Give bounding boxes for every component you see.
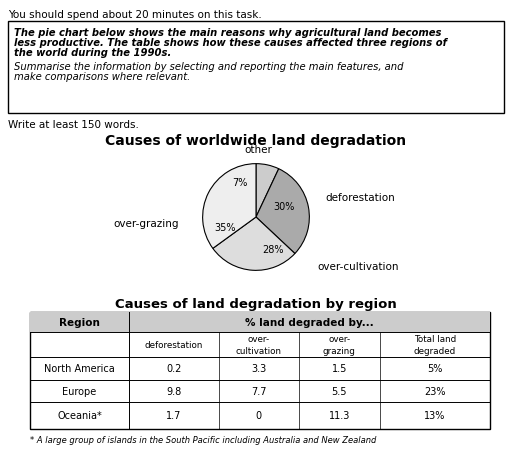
Text: You should spend about 20 minutes on this task.: You should spend about 20 minutes on thi… [8,10,262,20]
Text: over-cultivation: over-cultivation [317,262,399,271]
Text: 0: 0 [256,411,262,420]
Wedge shape [213,218,295,271]
Text: make comparisons where relevant.: make comparisons where relevant. [14,72,190,82]
Text: 5.5: 5.5 [332,386,347,396]
Text: 9.8: 9.8 [166,386,181,396]
Bar [30,313,490,332]
Text: 13%: 13% [424,411,445,420]
Text: Causes of land degradation by region: Causes of land degradation by region [115,297,397,310]
Text: over-
grazing: over- grazing [323,335,356,355]
Wedge shape [256,169,309,254]
Text: over-grazing: over-grazing [113,219,179,229]
Wedge shape [203,164,256,249]
Text: * A large group of islands in the South Pacific including Australia and New Zeal: * A large group of islands in the South … [30,435,376,444]
Text: 28%: 28% [262,244,284,255]
Text: 1.5: 1.5 [332,364,347,374]
Text: 1.7: 1.7 [166,411,181,420]
Text: % land degraded by...: % land degraded by... [245,317,374,327]
Text: less productive. The table shows how these causes affected three regions of: less productive. The table shows how the… [14,38,447,48]
Text: 7%: 7% [232,178,248,188]
Bar [8,22,504,114]
Text: Oceania*: Oceania* [57,411,102,420]
Text: 30%: 30% [273,202,294,212]
Text: 7.7: 7.7 [251,386,267,396]
Text: 11.3: 11.3 [329,411,350,420]
Text: Europe: Europe [62,386,97,396]
Text: deforestation: deforestation [144,340,203,349]
Text: Causes of worldwide land degradation: Causes of worldwide land degradation [105,134,407,148]
Text: deforestation: deforestation [325,192,395,202]
Text: the world during the 1990s.: the world during the 1990s. [14,48,171,58]
Text: other: other [245,144,272,154]
Text: North America: North America [44,364,115,374]
Text: 35%: 35% [215,222,236,232]
Text: over-
cultivation: over- cultivation [236,335,282,355]
Bar [30,313,490,429]
Text: Total land
degraded: Total land degraded [414,335,456,355]
Text: 5%: 5% [427,364,442,374]
Text: Region: Region [59,317,100,327]
Text: 23%: 23% [424,386,445,396]
Text: 0.2: 0.2 [166,364,181,374]
Wedge shape [256,164,279,218]
Text: 3.3: 3.3 [251,364,266,374]
Text: The pie chart below shows the main reasons why agricultural land becomes: The pie chart below shows the main reaso… [14,28,441,38]
Text: Write at least 150 words.: Write at least 150 words. [8,120,139,130]
Text: Summarise the information by selecting and reporting the main features, and: Summarise the information by selecting a… [14,62,403,72]
